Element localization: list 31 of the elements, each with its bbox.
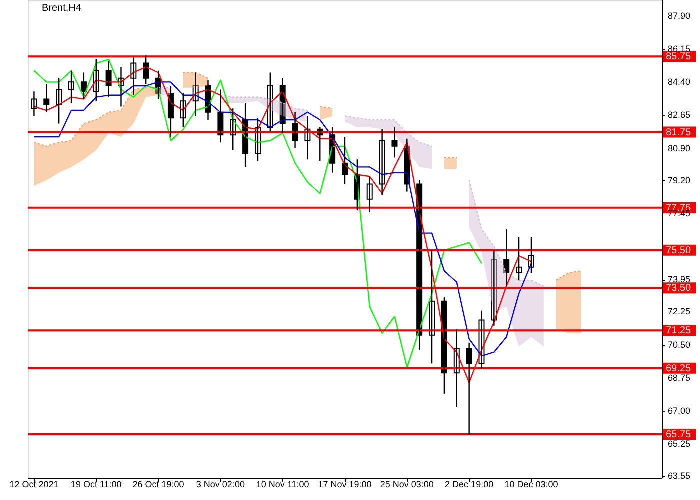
y-tick-label: 63.55 [668,471,691,482]
ref-line-label: 71.25 [666,326,692,337]
ref-line-label: 85.75 [666,52,692,63]
y-tick-label: 84.40 [668,77,691,88]
x-tick-label: 10 Dec 03:00 [504,480,558,490]
y-tick-label: 80.90 [668,143,691,154]
y-tick-label: 79.20 [668,175,691,186]
y-tick-label: 82.65 [668,110,691,120]
x-tick-label: 12 Oct 2021 [10,480,59,490]
x-tick-label: 19 Oct 11:00 [70,480,122,490]
x-tick-label: 3 Nov 02:00 [196,480,245,490]
line-series [34,58,482,368]
x-tick-label: 2 Dec 19:00 [445,480,494,490]
ref-line-label: 69.25 [666,363,692,374]
y-tick-label: 65.25 [668,438,691,449]
x-tick-label: 26 Oct 19:00 [132,480,184,490]
candlestick [44,83,50,114]
y-tick-label: 73.95 [668,274,691,285]
chart-title: Brent,H4 [42,3,82,14]
ref-line-label: 65.75 [666,430,692,441]
y-tick-label: 68.75 [668,372,691,383]
x-tick-label: 10 Nov 11:00 [256,480,310,490]
ref-line-label: 81.75 [666,127,692,138]
y-tick-label: 67.00 [668,406,691,416]
ref-line-label: 75.50 [666,245,692,256]
x-tick-label: 25 Nov 03:00 [380,480,434,490]
y-tick-label: 72.25 [668,306,691,317]
ref-line-label: 73.50 [666,283,692,294]
x-tick-label: 17 Nov 19:00 [318,480,372,490]
y-tick-label: 87.90 [668,11,691,22]
y-tick-label: 70.50 [668,340,691,350]
